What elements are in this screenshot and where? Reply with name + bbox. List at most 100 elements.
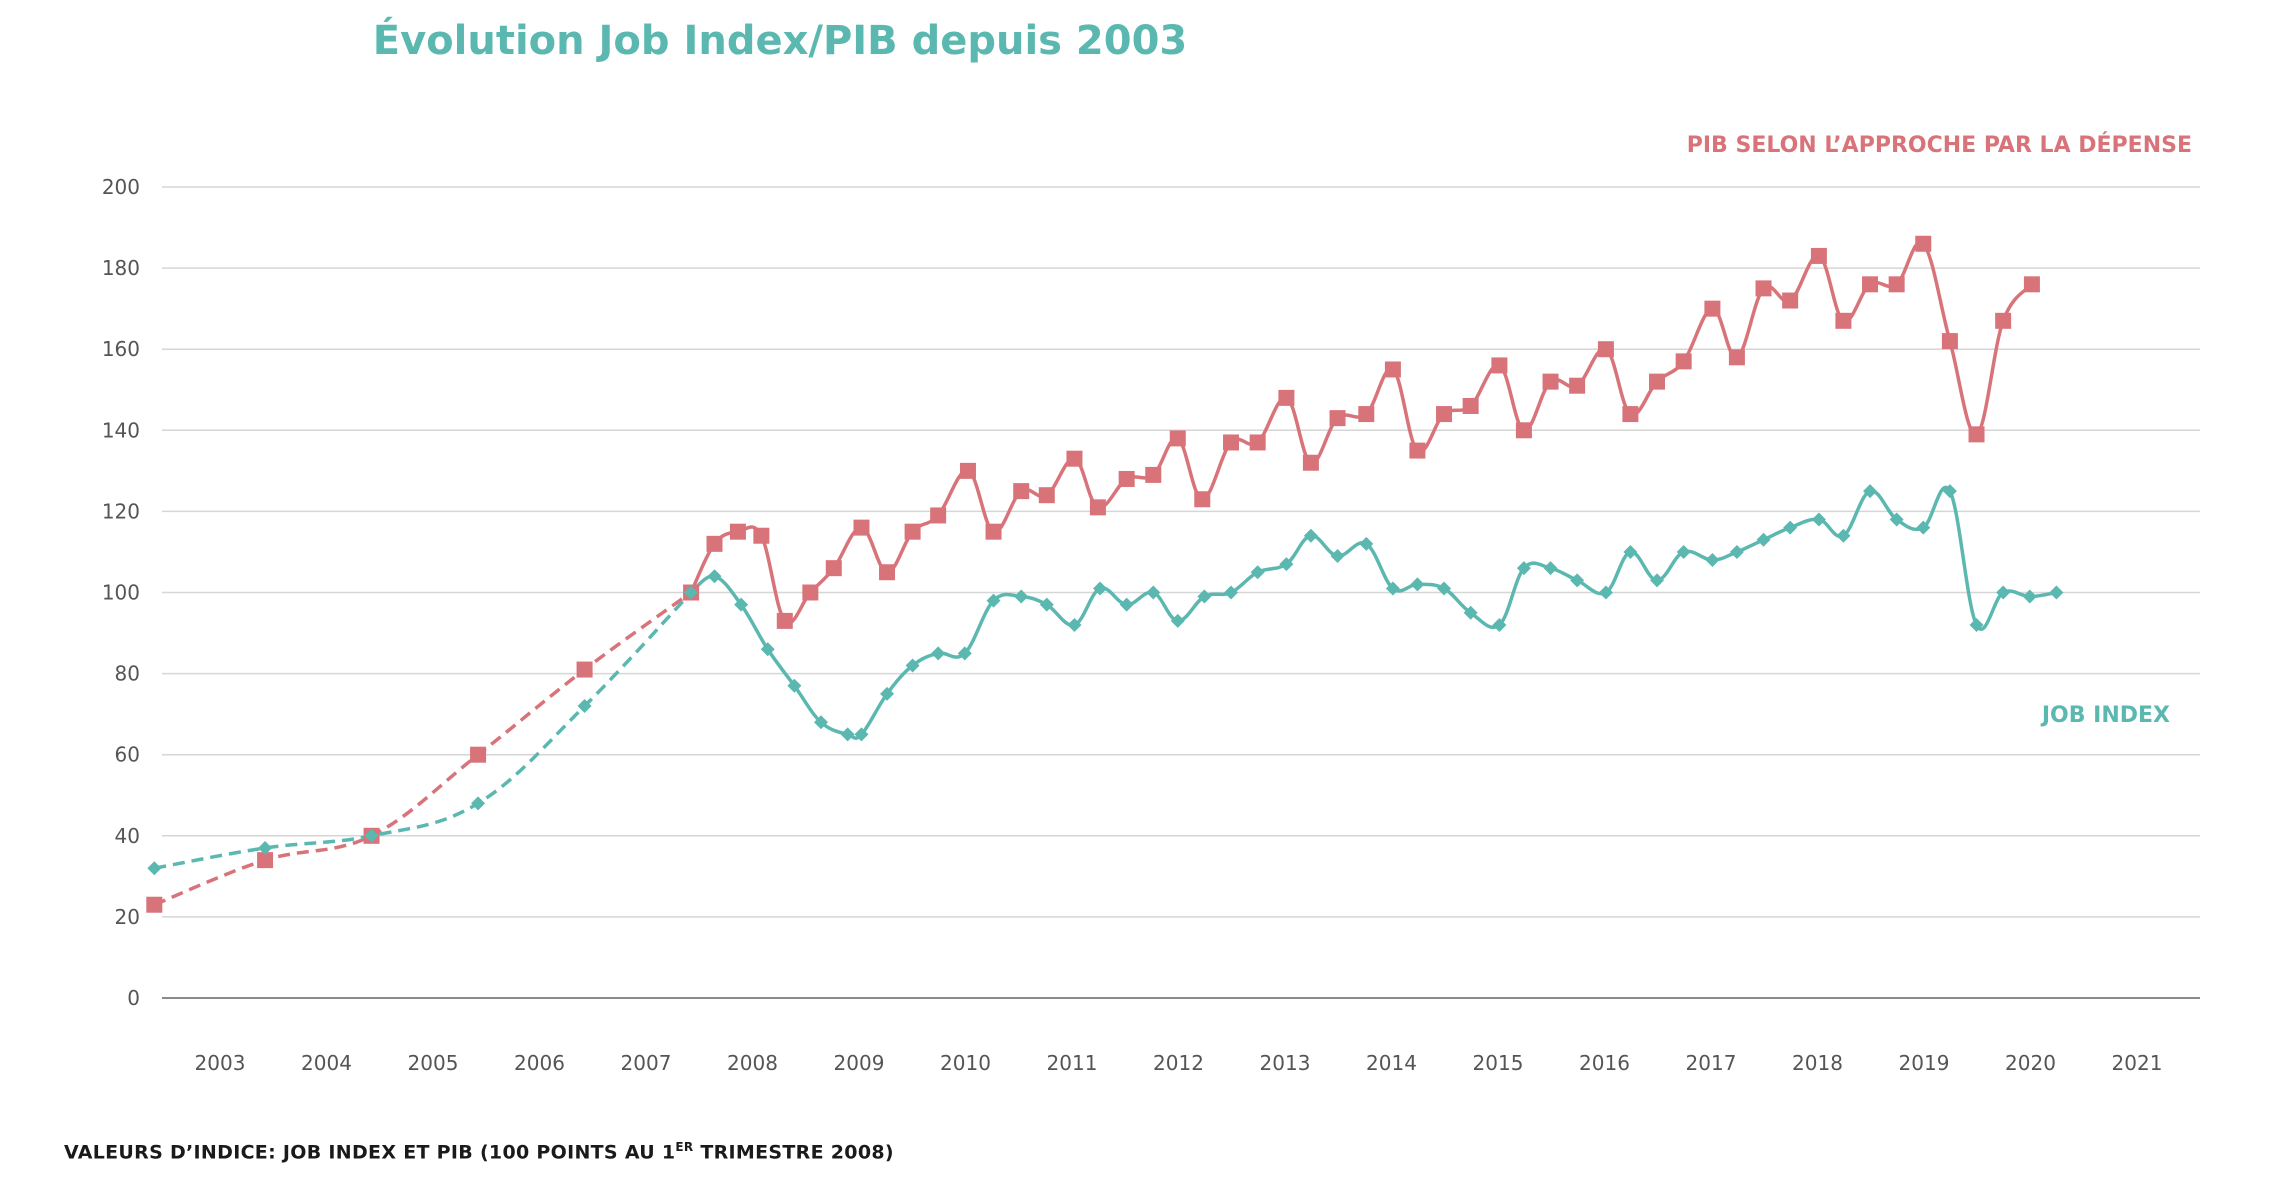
data-point-pib-27 xyxy=(1249,434,1266,451)
data-point-job-index-29 xyxy=(1303,528,1318,543)
data-point-job-index-7 xyxy=(734,597,749,612)
data-point-pib-4 xyxy=(576,661,593,678)
data-point-pib-6 xyxy=(706,535,723,552)
data-point-job-index-45 xyxy=(1729,544,1744,559)
data-point-job-index-33 xyxy=(1410,577,1425,592)
x-axis-ticks: 2003 2004 2005 2006 2007 2008 2009 2010 2011 2012… xyxy=(195,1051,2163,1075)
data-point-pib-46 xyxy=(1755,280,1772,297)
data-point-pib-14 xyxy=(904,523,921,540)
data-point-pib-45 xyxy=(1728,349,1745,366)
footnote-superscript: ER xyxy=(675,1140,694,1154)
data-point-job-index-40 xyxy=(1598,585,1613,600)
data-point-job-index-38 xyxy=(1543,561,1558,576)
series-markers xyxy=(146,235,2064,913)
data-point-job-index-0 xyxy=(147,861,162,876)
x-tick-label-2006: 2006 xyxy=(514,1051,565,1075)
data-point-job-index-19 xyxy=(1039,597,1054,612)
data-point-pib-31 xyxy=(1358,406,1375,423)
data-point-pib-38 xyxy=(1542,373,1559,390)
y-tick-label-140: 140 xyxy=(102,418,140,442)
data-point-job-index-44 xyxy=(1705,553,1720,568)
data-point-pib-50 xyxy=(1862,276,1879,293)
data-point-job-index-21 xyxy=(1093,581,1108,596)
data-point-job-index-11 xyxy=(840,727,855,742)
y-tick-label-100: 100 xyxy=(102,581,140,605)
data-point-pib-23 xyxy=(1145,466,1162,483)
data-point-job-index-36 xyxy=(1492,617,1507,632)
y-tick-label-80: 80 xyxy=(115,662,140,686)
data-point-pib-41 xyxy=(1622,406,1639,423)
data-point-job-index-6 xyxy=(707,569,722,584)
data-point-job-index-56 xyxy=(2022,589,2037,604)
data-point-pib-21 xyxy=(1089,499,1106,516)
data-point-job-index-43 xyxy=(1676,544,1691,559)
data-point-job-index-41 xyxy=(1623,544,1638,559)
data-point-job-index-42 xyxy=(1650,573,1665,588)
data-point-job-index-17 xyxy=(986,593,1001,608)
x-tick-label-2016: 2016 xyxy=(1579,1051,1630,1075)
series-line-dashed-job-index xyxy=(153,591,693,870)
data-point-pib-54 xyxy=(1968,426,1985,443)
series-lines xyxy=(153,240,2057,907)
series-label-pib: PIB SELON L’APPROCHE PAR LA DÉPENSE xyxy=(1687,132,2192,158)
data-point-pib-1 xyxy=(257,852,274,869)
data-point-pib-22 xyxy=(1118,470,1135,487)
data-point-job-index-4 xyxy=(577,699,592,714)
data-point-job-index-3 xyxy=(471,796,486,811)
data-point-job-index-53 xyxy=(1942,484,1957,499)
data-point-job-index-35 xyxy=(1463,605,1478,620)
gridlines xyxy=(162,186,2200,999)
data-point-job-index-28 xyxy=(1279,557,1294,572)
data-point-job-index-37 xyxy=(1516,561,1531,576)
data-point-job-index-57 xyxy=(2049,585,2064,600)
x-tick-label-2008: 2008 xyxy=(727,1051,778,1075)
data-point-pib-3 xyxy=(470,746,487,763)
y-tick-label-40: 40 xyxy=(115,824,140,848)
data-point-job-index-50 xyxy=(1863,484,1878,499)
data-point-pib-12 xyxy=(853,519,870,536)
data-point-job-index-32 xyxy=(1385,581,1400,596)
data-point-pib-32 xyxy=(1384,361,1401,378)
data-point-job-index-55 xyxy=(1996,585,2011,600)
y-axis-ticks: 0 20 40 60 80 100 120 140 160 180 200 xyxy=(102,175,140,1010)
data-point-pib-7 xyxy=(729,523,746,540)
y-tick-label-200: 200 xyxy=(102,175,140,199)
data-point-pib-49 xyxy=(1835,312,1852,329)
data-point-pib-33 xyxy=(1409,442,1426,459)
data-point-job-index-5 xyxy=(684,585,699,600)
x-tick-label-2013: 2013 xyxy=(1260,1051,1311,1075)
x-tick-label-2014: 2014 xyxy=(1366,1051,1417,1075)
footnote-text-end: TRIMESTRE 2008) xyxy=(693,1141,894,1164)
x-tick-label-2017: 2017 xyxy=(1686,1051,1737,1075)
data-point-pib-28 xyxy=(1278,389,1295,406)
data-point-pib-48 xyxy=(1810,247,1827,264)
data-point-job-index-18 xyxy=(1014,589,1029,604)
data-point-job-index-15 xyxy=(931,646,946,661)
x-tick-label-2010: 2010 xyxy=(940,1051,991,1075)
data-point-job-index-47 xyxy=(1783,520,1798,535)
data-point-job-index-24 xyxy=(1170,613,1185,628)
x-tick-label-2020: 2020 xyxy=(2005,1051,2056,1075)
data-point-job-index-9 xyxy=(787,678,802,693)
y-tick-label-180: 180 xyxy=(102,256,140,280)
data-point-job-index-51 xyxy=(1889,512,1904,527)
data-point-pib-0 xyxy=(146,896,163,913)
series-line-dashed-pib xyxy=(153,591,693,907)
data-point-pib-52 xyxy=(1915,235,1932,252)
data-point-pib-36 xyxy=(1491,357,1508,374)
chart-title: Évolution Job Index/PIB depuis 2003 xyxy=(372,18,1188,64)
x-tick-label-2012: 2012 xyxy=(1153,1051,1204,1075)
data-point-job-index-30 xyxy=(1330,549,1345,564)
data-point-job-index-49 xyxy=(1836,528,1851,543)
data-point-job-index-31 xyxy=(1359,536,1374,551)
data-point-pib-56 xyxy=(2023,276,2040,293)
x-tick-label-2021: 2021 xyxy=(2112,1051,2163,1075)
x-tick-label-2003: 2003 xyxy=(195,1051,246,1075)
series-label-job-index: JOB INDEX xyxy=(2040,703,2170,728)
y-tick-label-120: 120 xyxy=(102,499,140,523)
data-point-job-index-25 xyxy=(1197,589,1212,604)
data-point-pib-39 xyxy=(1569,377,1586,394)
data-point-pib-17 xyxy=(985,523,1002,540)
x-tick-label-2011: 2011 xyxy=(1047,1051,1098,1075)
